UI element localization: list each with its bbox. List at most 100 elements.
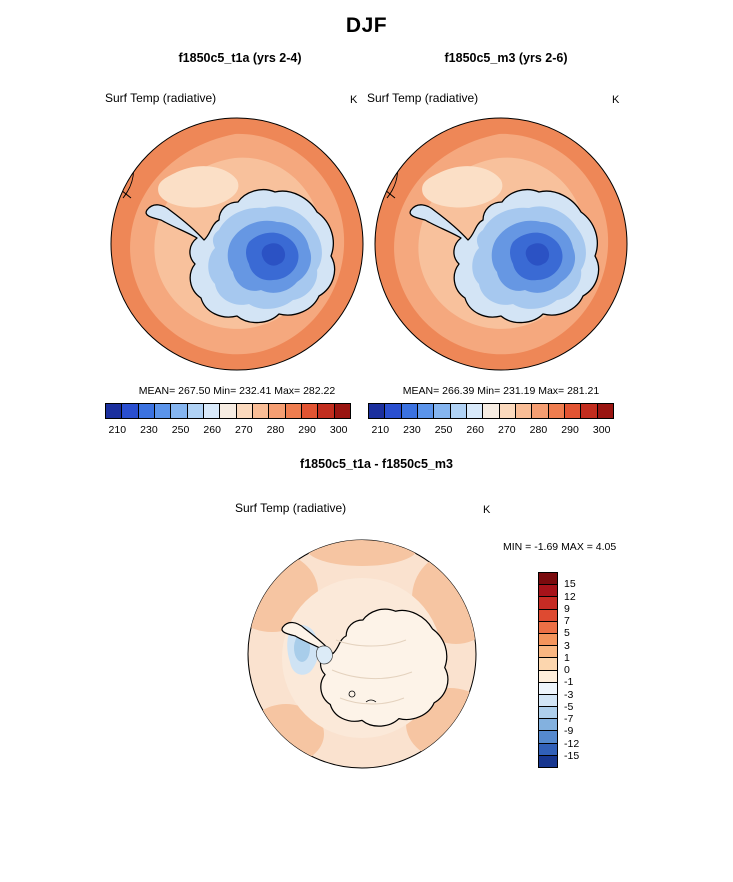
diff-units-label: K <box>483 504 491 516</box>
colorbar-tick-label: 260 <box>466 424 484 436</box>
panel2-units-label: K <box>612 94 620 106</box>
colorbar-cell <box>401 404 418 418</box>
colorbar-tick-label: 5 <box>564 627 570 640</box>
colorbar-tick-label: 300 <box>592 424 611 436</box>
colorbar-cell <box>539 670 557 683</box>
colorbar-panel1 <box>105 403 351 419</box>
colorbar-cell <box>539 621 557 634</box>
map-panel1-antarctica <box>107 114 367 374</box>
colorbar-cell <box>499 404 516 418</box>
colorbar-tick-label: 290 <box>561 424 579 436</box>
colorbar-cell <box>539 694 557 708</box>
colorbar-cell <box>466 404 484 418</box>
colorbar-cell <box>154 404 172 418</box>
map-diff-antarctica <box>247 539 477 769</box>
diff-stats: MIN = -1.69 MAX = 4.05 <box>503 541 617 553</box>
panel1-field-label: Surf Temp (radiative) <box>105 91 217 105</box>
colorbar-tick-label: -15 <box>564 749 580 762</box>
colorbar-cell <box>187 404 204 418</box>
colorbar-cell <box>564 404 582 418</box>
figure-title: DJF <box>345 14 388 37</box>
colorbar-cell <box>106 404 123 418</box>
colorbar-cell <box>301 404 319 418</box>
colorbar-panel1-ticks: 210 230 250 260 270 280 290 300 <box>105 424 351 438</box>
colorbar-cell <box>318 404 335 418</box>
colorbar-tick-label: 260 <box>203 424 221 436</box>
colorbar-cell <box>539 658 557 671</box>
colorbar-cell <box>539 633 557 647</box>
colorbar-panel2 <box>368 403 614 419</box>
colorbar-tick-label: 230 <box>403 424 421 436</box>
colorbar-tick-label: 1 <box>564 651 570 664</box>
colorbar-cell <box>385 404 402 418</box>
colorbar-tick-label: 3 <box>564 639 570 652</box>
colorbar-cell <box>539 719 557 732</box>
colorbar-cell <box>236 404 253 418</box>
colorbar-tick-label: 250 <box>434 424 453 436</box>
colorbar-cell <box>539 755 557 767</box>
colorbar-tick-label: 300 <box>329 424 348 436</box>
colorbar-tick-label: 210 <box>108 424 127 436</box>
colorbar-tick-label: -5 <box>564 700 574 713</box>
colorbar-cell <box>539 597 557 610</box>
colorbar-cell <box>417 404 435 418</box>
map-panel2-antarctica <box>371 114 631 374</box>
panel1-stats: MEAN= 267.50 Min= 232.41 Max= 282.22 <box>138 385 336 397</box>
panel2-field-label: Surf Temp (radiative) <box>367 91 479 105</box>
panel2-stats: MEAN= 266.39 Min= 231.19 Max= 281.21 <box>402 385 600 397</box>
colorbar-cell <box>539 743 557 756</box>
diff-panel-title: f1850c5_t1a - f1850c5_m3 <box>300 457 453 471</box>
colorbar-cell <box>539 707 557 720</box>
colorbar-cell <box>220 404 237 418</box>
colorbar-cell <box>269 404 286 418</box>
colorbar-tick-label: -9 <box>564 725 574 738</box>
colorbar-cell <box>539 646 557 659</box>
colorbar-cell <box>581 404 598 418</box>
colorbar-cell <box>334 404 350 418</box>
colorbar-tick-label: 15 <box>564 578 576 591</box>
colorbar-cell <box>515 404 533 418</box>
colorbar-cell <box>138 404 155 418</box>
colorbar-tick-label: 7 <box>564 615 570 627</box>
colorbar-tick-label: 9 <box>564 602 570 615</box>
colorbar-cell <box>539 682 557 695</box>
colorbar-tick-label: 280 <box>529 424 548 436</box>
colorbar-cell <box>285 404 302 418</box>
colorbar-tick-label: -12 <box>564 737 580 750</box>
colorbar-tick-label: 290 <box>298 424 316 436</box>
colorbar-tick-label: 210 <box>371 424 390 436</box>
colorbar-cell <box>171 404 188 418</box>
colorbar-cell <box>252 404 270 418</box>
diff-field-label: Surf Temp (radiative) <box>235 501 347 515</box>
colorbar-tick-label: 270 <box>498 424 516 436</box>
colorbar-cell <box>369 404 386 418</box>
colorbar-tick-label: -1 <box>564 676 574 689</box>
colorbar-diff <box>538 572 558 768</box>
colorbar-tick-label: 230 <box>140 424 158 436</box>
colorbar-cell <box>539 609 557 622</box>
colorbar-cell <box>597 404 613 418</box>
colorbar-cell <box>122 404 139 418</box>
colorbar-cell <box>434 404 451 418</box>
colorbar-tick-label: 12 <box>564 590 576 603</box>
colorbar-tick-label: 0 <box>564 664 570 676</box>
colorbar-cell <box>532 404 549 418</box>
colorbar-tick-label: 280 <box>266 424 285 436</box>
panel1-units-label: K <box>350 94 358 106</box>
colorbar-cell <box>450 404 467 418</box>
colorbar-diff-ticks: 15 12 9 7 5 3 1 0 -1 -3 -5 -7 -9 -12 -15 <box>564 572 598 768</box>
colorbar-tick-label: 270 <box>235 424 253 436</box>
colorbar-cell <box>539 585 557 598</box>
colorbar-tick-label: -3 <box>564 688 574 701</box>
colorbar-tick-label: -7 <box>564 713 574 725</box>
colorbar-cell <box>483 404 500 418</box>
colorbar-cell <box>539 573 557 586</box>
panel2-title: f1850c5_m3 (yrs 2-6) <box>444 51 568 65</box>
colorbar-cell <box>548 404 565 418</box>
colorbar-cell <box>539 731 557 744</box>
colorbar-tick-label: 250 <box>171 424 190 436</box>
colorbar-panel2-ticks: 210 230 250 260 270 280 290 300 <box>368 424 614 438</box>
colorbar-cell <box>203 404 221 418</box>
panel1-title: f1850c5_t1a (yrs 2-4) <box>178 51 302 65</box>
